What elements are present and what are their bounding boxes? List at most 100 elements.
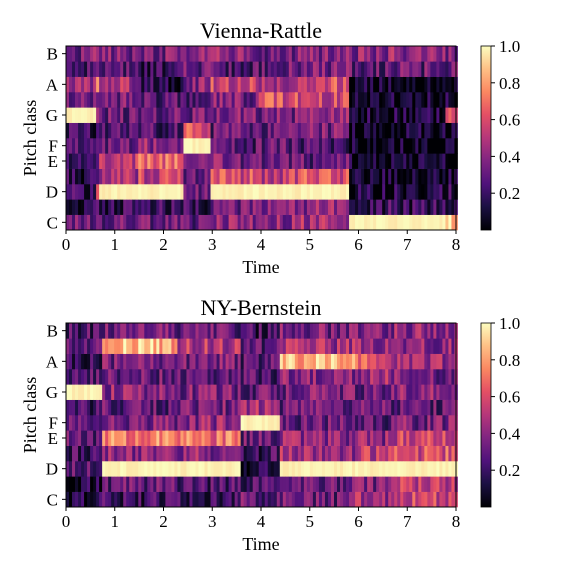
heatmap-cell <box>237 76 242 93</box>
heatmap-cell <box>337 415 341 431</box>
heatmap-cell <box>394 107 398 123</box>
heatmap-cell <box>204 199 208 215</box>
heatmap-cell <box>264 430 269 446</box>
heatmap-cell <box>201 138 205 154</box>
heatmap-cell <box>81 338 85 354</box>
heatmap-cell <box>421 46 425 62</box>
heatmap-cell <box>397 369 401 385</box>
heatmap-cell <box>204 61 208 77</box>
heatmap-cell <box>445 76 449 93</box>
heatmap-cell <box>439 369 443 385</box>
heatmap-cell <box>355 461 359 477</box>
heatmap-cell <box>279 199 284 215</box>
heatmap-cell <box>324 199 329 215</box>
heatmap-cell <box>403 168 407 185</box>
heatmap-cell <box>81 214 85 231</box>
heatmap-cell <box>177 476 181 492</box>
heatmap-cell <box>261 353 266 370</box>
heatmap-cell <box>162 399 166 416</box>
heatmap-cell <box>159 138 163 154</box>
heatmap-cell <box>78 107 82 123</box>
heatmap-cell <box>255 369 260 385</box>
heatmap-cell <box>330 323 335 339</box>
heatmap-cell <box>415 138 419 154</box>
heatmap-cell <box>156 399 160 416</box>
heatmap-cell <box>243 369 248 385</box>
heatmap-cell <box>264 153 269 169</box>
heatmap-cell <box>448 153 452 169</box>
heatmap-cell <box>81 415 85 431</box>
heatmap-cell <box>276 415 281 431</box>
heatmap-cell <box>334 214 338 231</box>
heatmap-cell <box>78 369 82 385</box>
heatmap-cell <box>279 338 284 354</box>
heatmap-cell <box>303 491 308 508</box>
heatmap-cell <box>300 338 305 354</box>
heatmap-cell <box>394 138 398 154</box>
heatmap-cell <box>189 476 193 492</box>
heatmap-cell <box>318 491 323 508</box>
heatmap-cell <box>427 76 431 93</box>
heatmap-cell <box>249 76 254 93</box>
heatmap-cell <box>141 476 145 492</box>
heatmap-cell <box>373 399 377 416</box>
heatmap-cell <box>129 214 133 231</box>
heatmap-cell <box>367 61 371 77</box>
heatmap-cell <box>294 399 299 416</box>
heatmap-cell <box>96 369 100 385</box>
heatmap-cell <box>258 369 263 385</box>
heatmap-cell <box>180 168 184 185</box>
heatmap-cell <box>213 491 217 508</box>
heatmap-cell <box>445 107 449 123</box>
heatmap-cell <box>442 107 446 123</box>
heatmap-cell <box>186 199 190 215</box>
heatmap-cell <box>156 46 160 62</box>
heatmap-cell <box>213 199 217 215</box>
heatmap-cell <box>231 199 236 215</box>
heatmap-cell <box>361 46 365 62</box>
heatmap-cell <box>273 353 278 370</box>
heatmap-cell <box>349 76 353 93</box>
heatmap-cell <box>361 384 365 400</box>
heatmap-cell <box>123 476 127 492</box>
heatmap-cell <box>90 76 94 93</box>
heatmap-cell <box>195 369 199 385</box>
heatmap-cell <box>174 338 178 354</box>
heatmap-cell <box>403 430 407 446</box>
heatmap-cell <box>343 369 347 385</box>
heatmap-cell <box>409 214 413 231</box>
heatmap-cell <box>421 122 425 139</box>
heatmap-cell <box>370 46 374 62</box>
heatmap-cell <box>204 415 208 431</box>
heatmap-cell <box>108 338 112 354</box>
heatmap-cell <box>204 369 208 385</box>
heatmap-cell <box>343 138 347 154</box>
heatmap-cell <box>415 107 419 123</box>
heatmap-cell <box>312 92 317 108</box>
heatmap-cell <box>228 184 233 200</box>
heatmap-cell <box>81 476 85 492</box>
heatmap-cell <box>400 430 404 446</box>
heatmap-cell <box>309 214 314 231</box>
heatmap-cell <box>135 199 139 215</box>
heatmap-cell <box>391 138 395 154</box>
heatmap-cell <box>117 399 121 416</box>
heatmap-cell <box>403 445 407 462</box>
heatmap-cell <box>252 399 257 416</box>
heatmap-cell <box>195 430 199 446</box>
heatmap-cell <box>120 384 124 400</box>
heatmap-cell <box>418 184 422 200</box>
heatmap-cell <box>288 138 293 154</box>
heatmap-cell <box>144 476 148 492</box>
heatmap-cell <box>282 46 287 62</box>
heatmap-cell <box>147 369 151 385</box>
heatmap-cell <box>120 153 124 169</box>
heatmap-cell <box>385 214 389 231</box>
heatmap-cell <box>183 353 187 370</box>
heatmap-cell <box>144 353 148 370</box>
heatmap-cell <box>111 369 115 385</box>
heatmap-cell <box>189 199 193 215</box>
heatmap-cell <box>318 184 323 200</box>
heatmap-cell <box>180 76 184 93</box>
heatmap-cell <box>198 323 202 339</box>
